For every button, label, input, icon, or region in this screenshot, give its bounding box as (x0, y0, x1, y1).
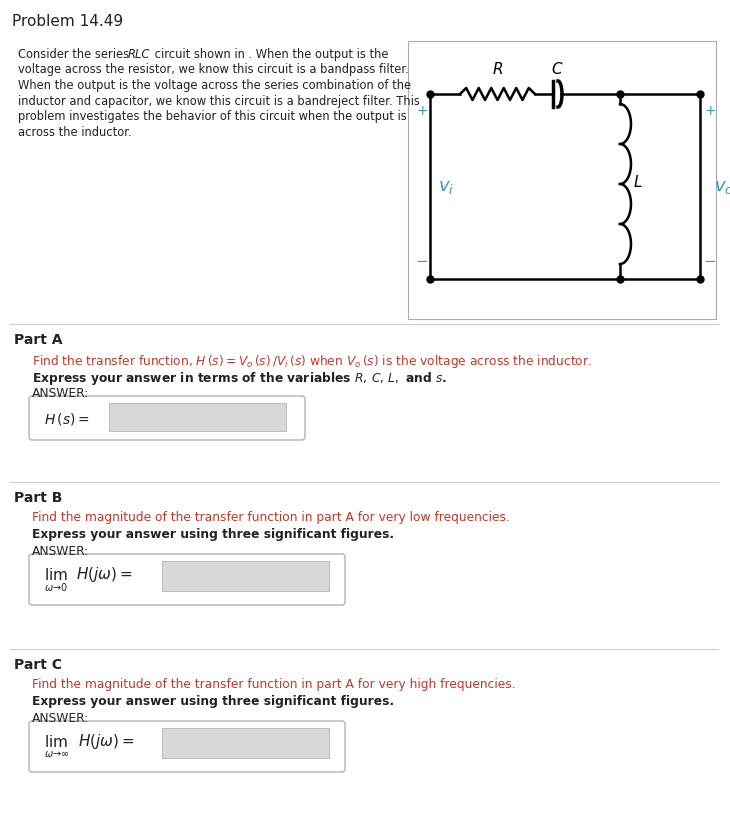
Text: +: + (416, 104, 428, 118)
Text: ANSWER:: ANSWER: (32, 711, 89, 724)
FancyBboxPatch shape (29, 554, 345, 605)
FancyBboxPatch shape (408, 42, 716, 319)
Text: across the inductor.: across the inductor. (18, 126, 131, 138)
Text: Problem 14.49: Problem 14.49 (12, 14, 123, 29)
Text: $\lim$: $\lim$ (44, 733, 68, 749)
FancyBboxPatch shape (109, 404, 286, 432)
Text: $\omega \!\to\! \infty$: $\omega \!\to\! \infty$ (44, 748, 70, 758)
Text: R: R (492, 62, 503, 77)
Text: C: C (552, 62, 562, 77)
Text: problem investigates the behavior of this circuit when the output is: problem investigates the behavior of thi… (18, 110, 407, 123)
Text: Consider the series: Consider the series (18, 48, 133, 61)
Text: $H(j\omega) =$: $H(j\omega) =$ (78, 732, 134, 751)
Text: Express your answer in terms of the variables $R,\,C,\,L,$ and $s$.: Express your answer in terms of the vari… (32, 370, 447, 386)
Text: $v_o$: $v_o$ (714, 179, 730, 196)
Text: $\omega \!\to\! 0$: $\omega \!\to\! 0$ (44, 581, 69, 592)
Text: ANSWER:: ANSWER: (32, 544, 89, 557)
FancyBboxPatch shape (29, 396, 305, 441)
Text: −: − (415, 254, 429, 269)
Text: RLC: RLC (128, 48, 150, 61)
Text: Find the magnitude of the transfer function in part A for very high frequencies.: Find the magnitude of the transfer funct… (32, 677, 515, 691)
Text: When the output is the voltage across the series combination of the: When the output is the voltage across th… (18, 79, 411, 92)
Text: Part B: Part B (14, 490, 62, 504)
Text: L: L (634, 174, 642, 189)
Text: +: + (704, 104, 716, 118)
FancyBboxPatch shape (162, 728, 329, 758)
Text: $v_i$: $v_i$ (438, 179, 454, 196)
Text: Part A: Part A (14, 332, 63, 347)
Text: inductor and capacitor, we know this circuit is a bandreject filter. This: inductor and capacitor, we know this cir… (18, 94, 420, 108)
Text: Find the magnitude of the transfer function in part A for very low frequencies.: Find the magnitude of the transfer funct… (32, 510, 510, 523)
FancyBboxPatch shape (29, 721, 345, 772)
Text: Part C: Part C (14, 657, 62, 672)
Text: Express your answer using three significant figures.: Express your answer using three signific… (32, 528, 394, 540)
Text: −: − (704, 254, 716, 269)
Text: circuit shown in . When the output is the: circuit shown in . When the output is th… (151, 48, 388, 61)
Text: $\lim$: $\lim$ (44, 566, 68, 582)
Text: voltage across the resistor, we know this circuit is a bandpass filter.: voltage across the resistor, we know thi… (18, 64, 409, 76)
Text: Find the transfer function, $H\,(s) = V_o\,(s)\,/V_i\,(s)$ when $V_o\,(s)$ is th: Find the transfer function, $H\,(s) = V_… (32, 352, 592, 370)
Text: ANSWER:: ANSWER: (32, 386, 89, 399)
Text: $H\,(s) =$: $H\,(s) =$ (44, 410, 90, 427)
Text: $H(j\omega) =$: $H(j\omega) =$ (76, 565, 132, 584)
FancyBboxPatch shape (162, 562, 329, 591)
Text: Express your answer using three significant figures.: Express your answer using three signific… (32, 694, 394, 707)
